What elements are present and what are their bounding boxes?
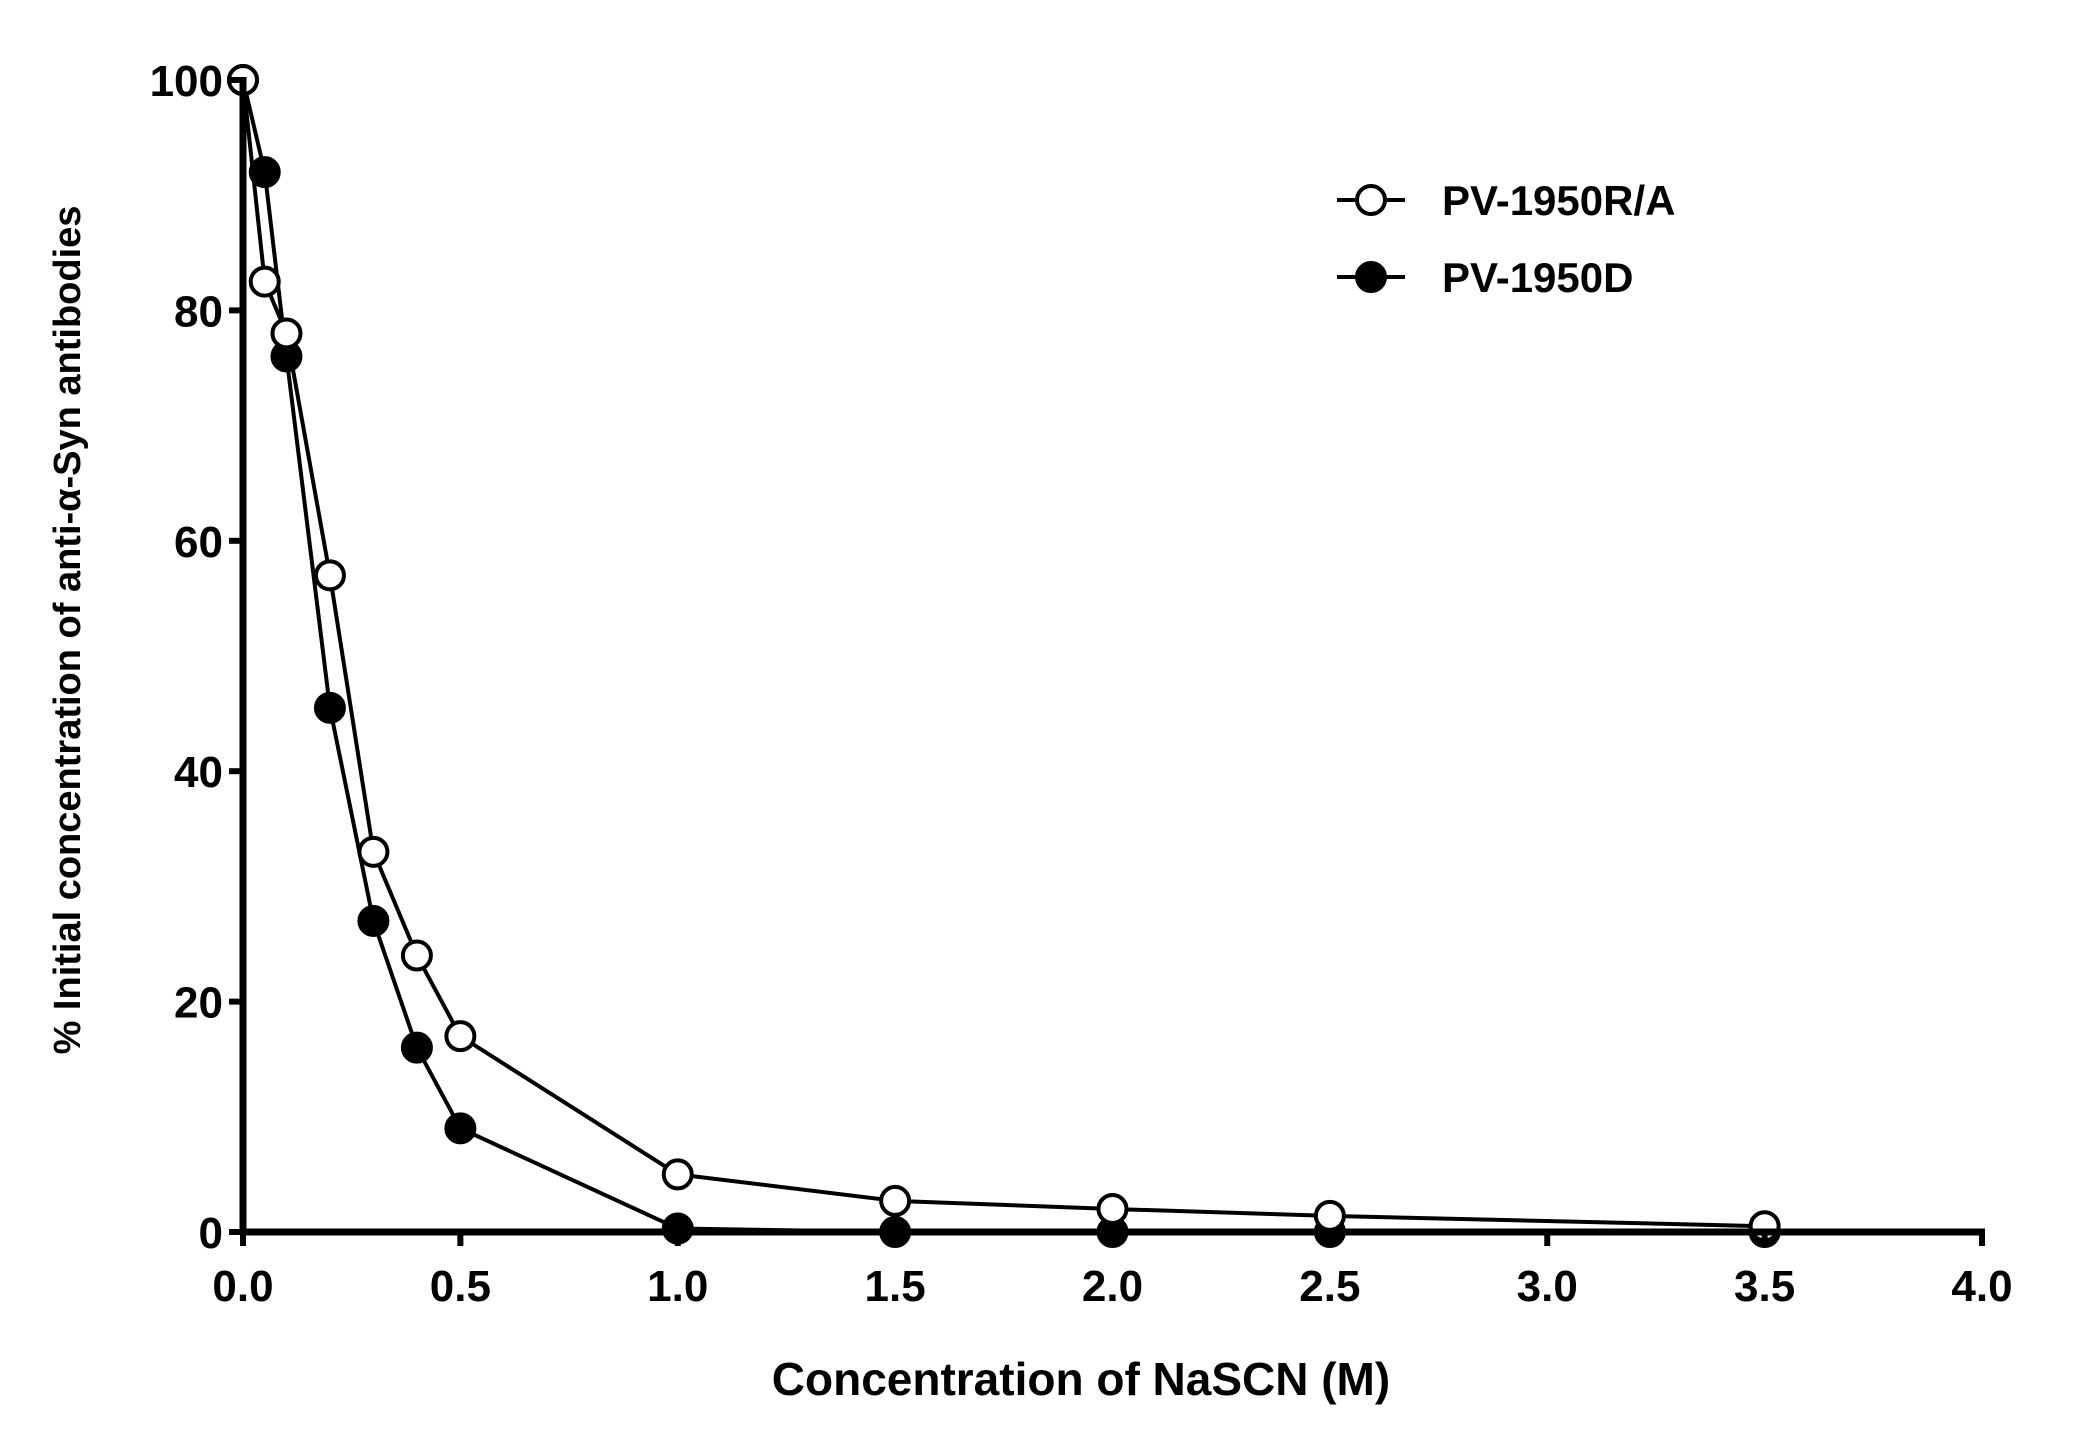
- y-tick-label: 80: [174, 287, 223, 336]
- series-pv-1950d: [227, 64, 1781, 1248]
- data-point: [313, 691, 346, 724]
- legend-marker: [1355, 261, 1387, 293]
- y-axis-title: % Initial concentration of anti-α-Syn an…: [47, 206, 89, 1055]
- series-pv-1950r-a: [227, 64, 1781, 1243]
- y-tick-label: 60: [174, 518, 223, 567]
- data-point: [444, 1020, 477, 1053]
- legend-item: PV-1950D: [1337, 254, 1633, 301]
- x-tick-label: 0.0: [212, 1262, 273, 1311]
- series-layer: [227, 64, 1781, 1248]
- data-point: [270, 317, 303, 350]
- y-tick-label: 20: [174, 979, 223, 1028]
- x-tick-label: 0.5: [430, 1262, 491, 1311]
- legend-label: PV-1950D: [1442, 254, 1633, 301]
- series-line: [241, 79, 1765, 1229]
- data-point: [357, 835, 390, 868]
- legend-item: PV-1950R/A: [1337, 177, 1675, 224]
- data-point: [313, 559, 346, 592]
- x-tick-label: 4.0: [1951, 1262, 2012, 1311]
- legend-marker: [1355, 184, 1387, 216]
- y-tick-label: 100: [150, 57, 223, 106]
- data-point: [661, 1158, 694, 1191]
- data-point: [248, 265, 281, 298]
- data-point: [879, 1184, 912, 1217]
- x-tick-label: 2.5: [1299, 1262, 1360, 1311]
- x-tick-label: 3.5: [1734, 1262, 1795, 1311]
- x-tick-label: 3.0: [1517, 1262, 1578, 1311]
- y-tick-label: 0: [199, 1209, 223, 1258]
- data-point: [1313, 1199, 1346, 1232]
- data-point: [248, 156, 281, 189]
- data-point: [400, 1031, 433, 1064]
- x-tick-label: 2.0: [1082, 1262, 1143, 1311]
- y-tick-label: 40: [174, 748, 223, 797]
- data-point: [1096, 1192, 1129, 1225]
- series-line: [241, 79, 1765, 1234]
- x-tick-label: 1.0: [647, 1262, 708, 1311]
- legend: PV-1950R/A PV-1950D: [1337, 177, 1675, 301]
- x-tick-label: 1.5: [865, 1262, 926, 1311]
- data-point: [357, 904, 390, 937]
- ticks-layer: 0.0 0.5 1.0 1.5 2.0 2.5 3.0 3.5 4.0 0 20 40 60 80 100: [150, 57, 2013, 1311]
- data-point: [400, 939, 433, 972]
- x-axis-title: Concentration of NaSCN (M): [772, 1353, 1390, 1405]
- legend-label: PV-1950R/A: [1442, 177, 1675, 224]
- data-point: [444, 1112, 477, 1145]
